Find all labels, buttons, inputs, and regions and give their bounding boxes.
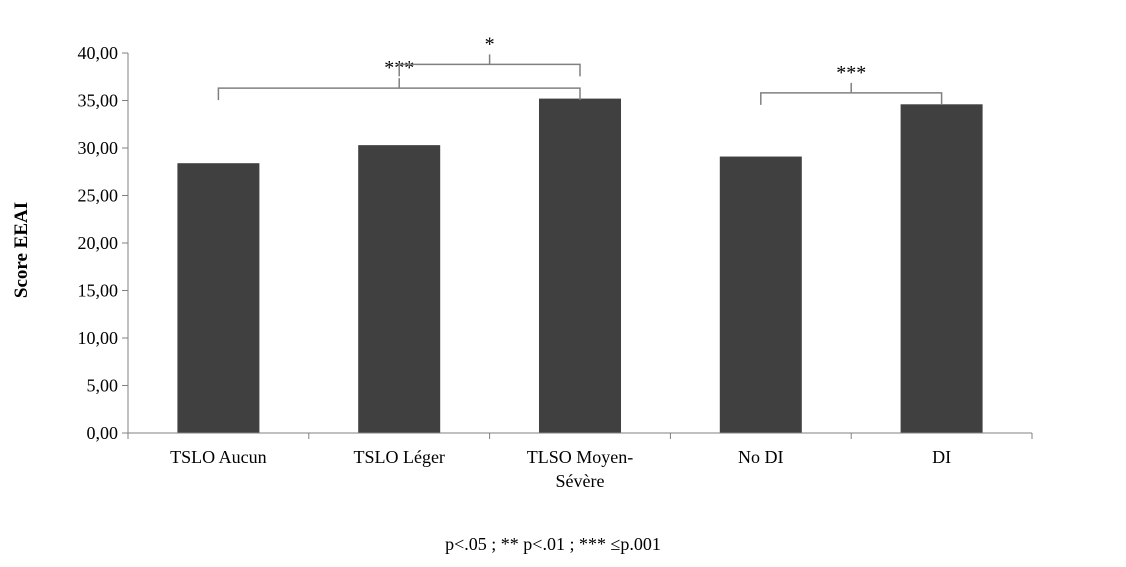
bars [177,98,983,434]
bar-1 [358,145,441,433]
significance-bracket [398,63,581,77]
y-tick-label: 0,00 [87,423,119,443]
bar-2 [539,98,621,433]
bar-4 [900,104,983,434]
y-tick-label: 10,00 [78,328,119,348]
x-tick-label: DI [932,447,951,467]
significance-footnote: p<.05 ; ** p<.01 ; *** ≤p.001 [445,534,661,554]
significance-brackets: ******* [217,33,943,105]
significance-bracket [760,92,943,105]
significance-label: * [485,33,495,55]
y-tick-label: 5,00 [87,376,119,396]
bar-3 [719,156,802,434]
significance-bracket [217,87,581,101]
x-tick-label: TSLO Aucun [170,447,267,467]
significance-label: *** [836,62,866,84]
y-tick-label: 20,00 [78,233,119,253]
x-tick-label: No DI [738,447,784,467]
y-tick-label: 15,00 [78,281,119,301]
bar-0 [177,163,260,433]
y-tick-label: 25,00 [78,186,119,206]
y-axis-ticks: 0,00 5,00 10,00 15,00 20,00 25,00 30,00 35,00 40… [78,43,1033,443]
y-tick-label: 40,00 [78,43,119,63]
x-axis-labels: TSLO Aucun TSLO Léger TLSO Moyen-Sévère No … [170,447,951,491]
x-tick-label: TLSO Moyen-Sévère [527,447,634,491]
y-axis-label: Score EEAI [11,202,32,298]
x-tick-label: TSLO Léger [353,447,444,467]
y-tick-label: 30,00 [78,138,119,158]
y-tick-label: 35,00 [78,91,119,111]
